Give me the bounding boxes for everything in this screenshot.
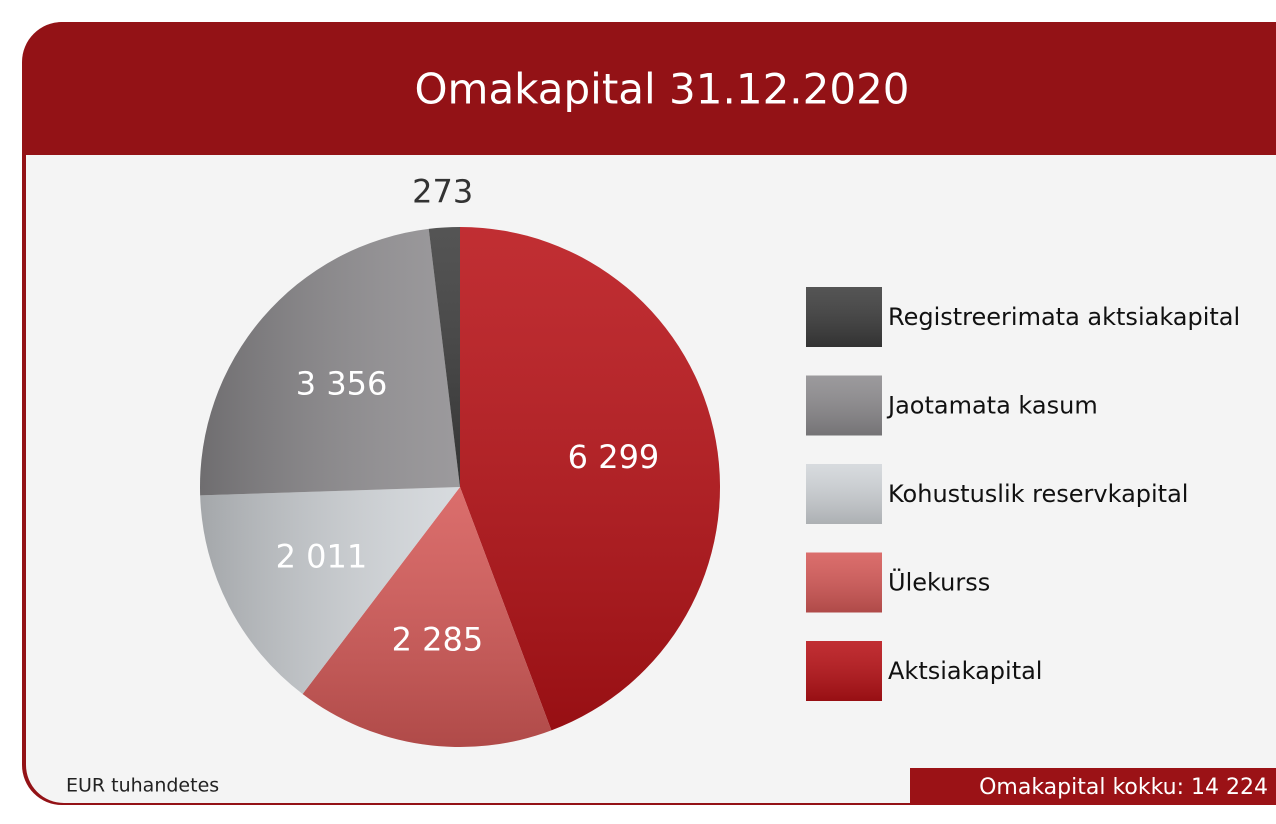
slice-shade	[199, 228, 460, 496]
legend: Aktsiakapital Ülekurss Kohustuslik reservk…	[806, 287, 1240, 701]
data-label: 6 299	[568, 438, 660, 476]
legend-swatch-shade	[806, 464, 882, 524]
data-label: 3 356	[296, 364, 388, 402]
header	[23, 22, 1276, 155]
slice-shade	[428, 227, 460, 487]
chart-title: Omakapital 31.12.2020	[414, 65, 909, 114]
legend-swatch-shade	[806, 552, 882, 613]
total-box	[910, 768, 1276, 805]
legend-label: Kohustuslik reservkapital	[888, 480, 1188, 508]
slice-shade	[460, 227, 720, 731]
slice-shade	[302, 487, 552, 747]
data-label: 273	[412, 173, 473, 211]
pie: 6 299 2 285 2 011 3 356 273	[199, 173, 720, 747]
legend-label: Ülekurss	[888, 568, 990, 597]
legend-label: Registreerimata aktsiakapital	[888, 303, 1240, 331]
legend-swatch-shade	[806, 287, 882, 347]
legend-label: Jaotamata kasum	[886, 392, 1098, 420]
legend-swatch-shade	[806, 375, 882, 436]
legend-label: Aktsiakapital	[888, 657, 1042, 685]
total-label: Omakapital kokku: 14 224	[979, 775, 1268, 800]
legend-swatch-shade	[806, 641, 882, 701]
data-label: 2 011	[276, 538, 368, 576]
footnote: EUR tuhandetes	[66, 775, 219, 797]
slice-shade	[200, 487, 460, 694]
data-label: 2 285	[392, 620, 484, 658]
